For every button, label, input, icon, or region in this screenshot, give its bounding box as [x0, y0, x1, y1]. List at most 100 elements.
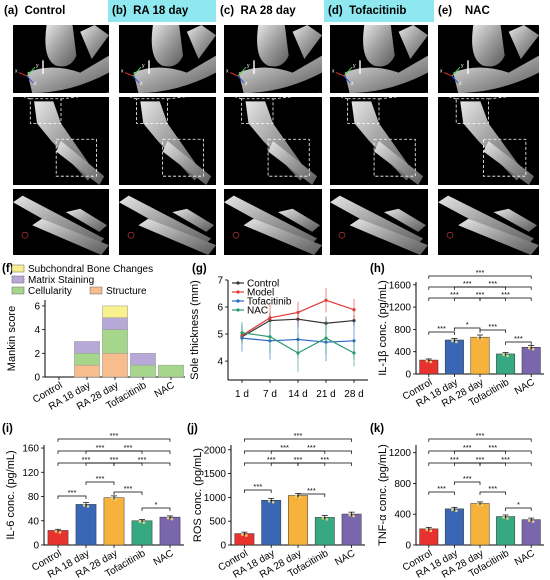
data-point	[86, 505, 90, 508]
y-tick-label: 800	[394, 479, 411, 490]
significance-bracket	[505, 507, 532, 511]
y-axis-label: Mankin score	[6, 306, 18, 371]
bar-ra-18-day	[75, 504, 97, 546]
significance-label: ***	[110, 431, 119, 440]
axis-label-y: y	[36, 63, 39, 69]
bar-nac	[159, 516, 181, 546]
bone-shape	[257, 25, 289, 67]
data-point	[429, 360, 433, 364]
data-point	[170, 517, 174, 521]
bone-shape	[80, 25, 109, 59]
significance-bracket	[479, 491, 506, 495]
bar-tofacitinib	[131, 520, 153, 546]
significance-label: ***	[96, 443, 105, 452]
axis-triad	[446, 231, 454, 239]
panel-label: (i)	[2, 423, 13, 435]
stack-segment-subchondral-bone-changes	[102, 305, 128, 319]
legend-label: Matrix Staining	[28, 275, 94, 286]
bone-shape	[398, 25, 428, 59]
axis-triad-x	[335, 72, 345, 77]
axis-label-x: x	[226, 69, 229, 75]
data-point	[114, 498, 118, 502]
y-tick-label: 1600	[389, 280, 412, 291]
legend-swatch	[89, 286, 103, 295]
axis-triad-x	[124, 72, 134, 77]
significance-bracket	[270, 450, 352, 454]
y-tick-label: 6	[34, 301, 40, 312]
bone-shape	[483, 141, 534, 185]
y-tick-label: 4	[217, 357, 223, 368]
significance-bracket	[141, 507, 171, 511]
y-tick-label: 0	[405, 370, 411, 381]
y-tick-label: 1500	[204, 469, 227, 480]
significance-label: ***	[437, 324, 446, 333]
axis-triad-z	[451, 75, 459, 84]
zoom-box-lower	[162, 138, 204, 177]
axis-triad-x	[229, 72, 239, 77]
axis-triad-y	[132, 66, 142, 77]
significance-label: ***	[450, 455, 459, 464]
bone-shape	[133, 55, 216, 93]
panel-label: (f)	[2, 263, 14, 275]
data-point	[166, 516, 170, 520]
data-point	[54, 530, 58, 533]
data-point	[325, 518, 329, 521]
axis-triad-z	[132, 75, 140, 84]
axis-label-x: x	[332, 69, 335, 75]
significance-label: ***	[476, 268, 485, 277]
bar-control	[419, 359, 439, 375]
stack-segment-matrix-staining	[74, 341, 100, 354]
significance-label: ***	[463, 279, 472, 288]
micro-ct-image	[438, 97, 539, 185]
y-tick-label: 40	[28, 516, 40, 527]
data-point	[506, 517, 509, 520]
y-axis-label: TNF-α conc. (pg/mL)	[377, 444, 389, 546]
axis-triad	[21, 231, 29, 239]
micro-ct-image	[438, 189, 539, 255]
y-tick-label: 1200	[389, 303, 412, 314]
axis-label-y: y	[247, 63, 250, 69]
significance-label: ***	[124, 443, 133, 452]
data-point	[241, 533, 244, 536]
bone-render: y x z	[121, 25, 216, 93]
series-point	[268, 316, 272, 320]
y-tick-label: 7	[217, 276, 223, 287]
significance-label: ***	[307, 443, 316, 452]
stack-segment-cellularity	[130, 364, 156, 378]
panel-header-c: (c) RA 28 day	[216, 0, 324, 22]
legend-label: Cellularity	[28, 286, 72, 297]
significance-bracket	[454, 327, 481, 331]
bone-render	[13, 195, 109, 255]
significance-bracket	[244, 438, 352, 442]
bone-shape	[363, 25, 395, 67]
bar-ra-28-day	[288, 495, 308, 546]
legend-swatch	[11, 275, 25, 284]
significance-bracket	[505, 341, 532, 345]
panel-title: RA 18 day	[133, 5, 189, 17]
zoom-box-lower	[483, 138, 527, 177]
data-point	[451, 508, 454, 512]
significance-label: ***	[488, 322, 497, 331]
zoom-box-upper	[29, 98, 62, 124]
bar-nac	[521, 519, 541, 546]
y-tick-label: 1000	[204, 493, 227, 504]
bone-shape	[493, 208, 537, 232]
y-axis-label: ROS conc. (pg/mL)	[192, 448, 204, 542]
series-point	[268, 335, 272, 339]
data-point	[245, 534, 248, 537]
bone-render	[455, 98, 534, 185]
bone-shape	[243, 218, 322, 255]
bar-control	[419, 528, 439, 546]
y-axis-label: IL-1β conc. (pg/mL)	[377, 280, 389, 376]
bone-render: y x z	[15, 25, 109, 93]
y-tick-label: 400	[394, 347, 411, 358]
significance-label: ***	[294, 455, 303, 464]
data-point	[502, 353, 505, 357]
bar-ra-28-day	[470, 503, 490, 546]
legend-marker	[236, 281, 240, 285]
legend-label: Subchondral Bone Changes	[28, 264, 153, 275]
bone-render	[241, 98, 318, 185]
bar-control	[47, 530, 69, 546]
data-point	[142, 521, 146, 525]
significance-label: ***	[280, 443, 289, 452]
